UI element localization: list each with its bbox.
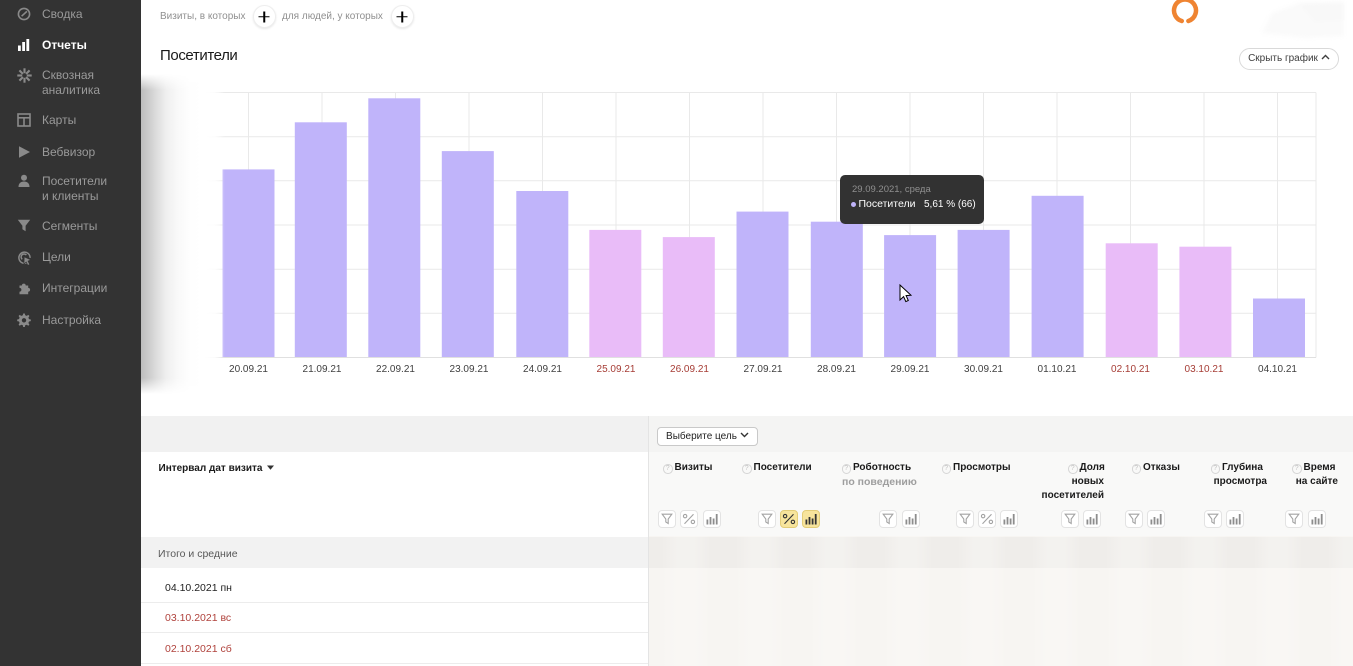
svg-text:30.09.21: 30.09.21 xyxy=(964,364,1003,375)
svg-text:21.09.21: 21.09.21 xyxy=(303,364,342,375)
svg-text:01.10.21: 01.10.21 xyxy=(1038,364,1077,375)
svg-text:28.09.21: 28.09.21 xyxy=(817,364,856,375)
svg-text:27.09.21: 27.09.21 xyxy=(744,364,783,375)
svg-text:03.10.21: 03.10.21 xyxy=(1185,364,1224,375)
svg-text:22.09.21: 22.09.21 xyxy=(376,364,415,375)
svg-text:04.10.21: 04.10.21 xyxy=(1258,364,1297,375)
svg-text:02.10.21: 02.10.21 xyxy=(1111,364,1150,375)
svg-text:29.09.21: 29.09.21 xyxy=(891,364,930,375)
svg-text:23.09.21: 23.09.21 xyxy=(450,364,489,375)
svg-text:25.09.21: 25.09.21 xyxy=(597,364,636,375)
svg-text:26.09.21: 26.09.21 xyxy=(670,364,709,375)
svg-text:24.09.21: 24.09.21 xyxy=(523,364,562,375)
svg-text:20.09.21: 20.09.21 xyxy=(229,364,268,375)
